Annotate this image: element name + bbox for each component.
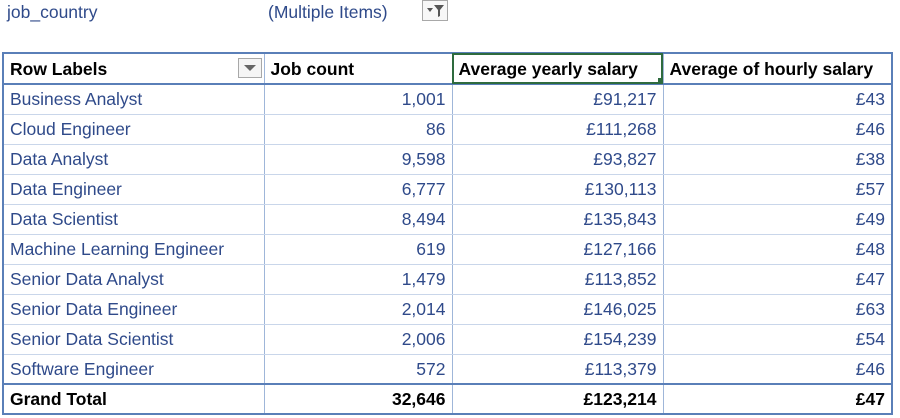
row-labels-dropdown-button[interactable] (237, 58, 262, 78)
table-row[interactable]: Cloud Engineer 86 £111,268 £46 (2, 114, 893, 145)
yearly-salary-cell[interactable]: £91,217 (451, 84, 664, 115)
hourly-salary-cell[interactable]: £46 (662, 354, 893, 385)
job-count-cell[interactable]: 1,479 (263, 264, 453, 295)
table-row[interactable]: Senior Data Analyst 1,479 £113,852 £47 (2, 264, 893, 295)
yearly-salary-cell[interactable]: £127,166 (451, 234, 664, 265)
filter-value[interactable]: (Multiple Items) (268, 2, 388, 22)
table-row[interactable]: Business Analyst 1,001 £91,217 £43 (2, 84, 893, 115)
yearly-salary-cell[interactable]: £146,025 (451, 294, 664, 325)
job-count-cell[interactable]: 2,014 (263, 294, 453, 325)
row-label[interactable]: Software Engineer (2, 354, 265, 385)
pivot-header-row: Row Labels Job count Average yearly sala… (2, 52, 893, 85)
header-average-yearly-salary-text: Average yearly salary (458, 58, 638, 79)
row-label[interactable]: Data Analyst (2, 144, 265, 175)
row-label[interactable]: Data Scientist (2, 204, 265, 235)
yearly-salary-cell[interactable]: £93,827 (451, 144, 664, 175)
pivot-table: Row Labels Job count Average yearly sala… (2, 52, 893, 415)
yearly-salary-cell[interactable]: £113,852 (451, 264, 664, 295)
job-count-cell[interactable]: 1,001 (263, 84, 453, 115)
job-count-cell[interactable]: 2,006 (263, 324, 453, 355)
row-label[interactable]: Machine Learning Engineer (2, 234, 265, 265)
job-count-cell[interactable]: 619 (263, 234, 453, 265)
job-count-cell[interactable]: 572 (263, 354, 453, 385)
grand-total-hourly-salary[interactable]: £47 (662, 383, 893, 415)
grand-total-row[interactable]: Grand Total 32,646 £123,214 £47 (2, 383, 893, 415)
header-average-hourly-salary[interactable]: Average of hourly salary (662, 52, 893, 85)
table-row[interactable]: Data Analyst 9,598 £93,827 £38 (2, 144, 893, 175)
header-job-count[interactable]: Job count (263, 52, 453, 85)
filter-field-label: job_country (7, 2, 98, 22)
yearly-salary-cell[interactable]: £154,239 (451, 324, 664, 355)
row-label[interactable]: Senior Data Engineer (2, 294, 265, 325)
grand-total-label[interactable]: Grand Total (2, 383, 265, 415)
header-row-labels-text: Row Labels (10, 58, 108, 79)
table-row[interactable]: Senior Data Engineer 2,014 £146,025 £63 (2, 294, 893, 325)
hourly-salary-cell[interactable]: £43 (662, 84, 893, 115)
table-row[interactable]: Data Scientist 8,494 £135,843 £49 (2, 204, 893, 235)
selection-fill-handle[interactable] (657, 78, 662, 82)
row-label[interactable]: Senior Data Analyst (2, 264, 265, 295)
hourly-salary-cell[interactable]: £57 (662, 174, 893, 205)
table-row[interactable]: Senior Data Scientist 2,006 £154,239 £54 (2, 324, 893, 355)
hourly-salary-cell[interactable]: £49 (662, 204, 893, 235)
job-count-cell[interactable]: 6,777 (263, 174, 453, 205)
row-label[interactable]: Business Analyst (2, 84, 265, 115)
table-row[interactable]: Data Engineer 6,777 £130,113 £57 (2, 174, 893, 205)
yearly-salary-cell[interactable]: £111,268 (451, 114, 664, 145)
hourly-salary-cell[interactable]: £48 (662, 234, 893, 265)
table-row[interactable]: Machine Learning Engineer 619 £127,166 £… (2, 234, 893, 265)
yearly-salary-cell[interactable]: £113,379 (451, 354, 664, 385)
report-filter-row: job_country (Multiple Items) (0, 0, 900, 28)
filter-dropdown-icon (427, 4, 444, 17)
chevron-down-icon (243, 65, 256, 71)
hourly-salary-cell[interactable]: £38 (662, 144, 893, 175)
header-row-labels[interactable]: Row Labels (2, 52, 265, 85)
job-count-cell[interactable]: 8,494 (263, 204, 453, 235)
row-label[interactable]: Cloud Engineer (2, 114, 265, 145)
table-row[interactable]: Software Engineer 572 £113,379 £46 (2, 354, 893, 385)
row-label[interactable]: Senior Data Scientist (2, 324, 265, 355)
hourly-salary-cell[interactable]: £46 (662, 114, 893, 145)
header-average-yearly-salary[interactable]: Average yearly salary (451, 52, 664, 85)
row-label[interactable]: Data Engineer (2, 174, 265, 205)
grand-total-yearly-salary[interactable]: £123,214 (451, 383, 664, 415)
filter-dropdown-button[interactable] (422, 0, 448, 21)
job-count-cell[interactable]: 86 (263, 114, 453, 145)
hourly-salary-cell[interactable]: £54 (662, 324, 893, 355)
hourly-salary-cell[interactable]: £63 (662, 294, 893, 325)
yearly-salary-cell[interactable]: £130,113 (451, 174, 664, 205)
hourly-salary-cell[interactable]: £47 (662, 264, 893, 295)
yearly-salary-cell[interactable]: £135,843 (451, 204, 664, 235)
job-count-cell[interactable]: 9,598 (263, 144, 453, 175)
grand-total-job-count[interactable]: 32,646 (263, 383, 453, 415)
